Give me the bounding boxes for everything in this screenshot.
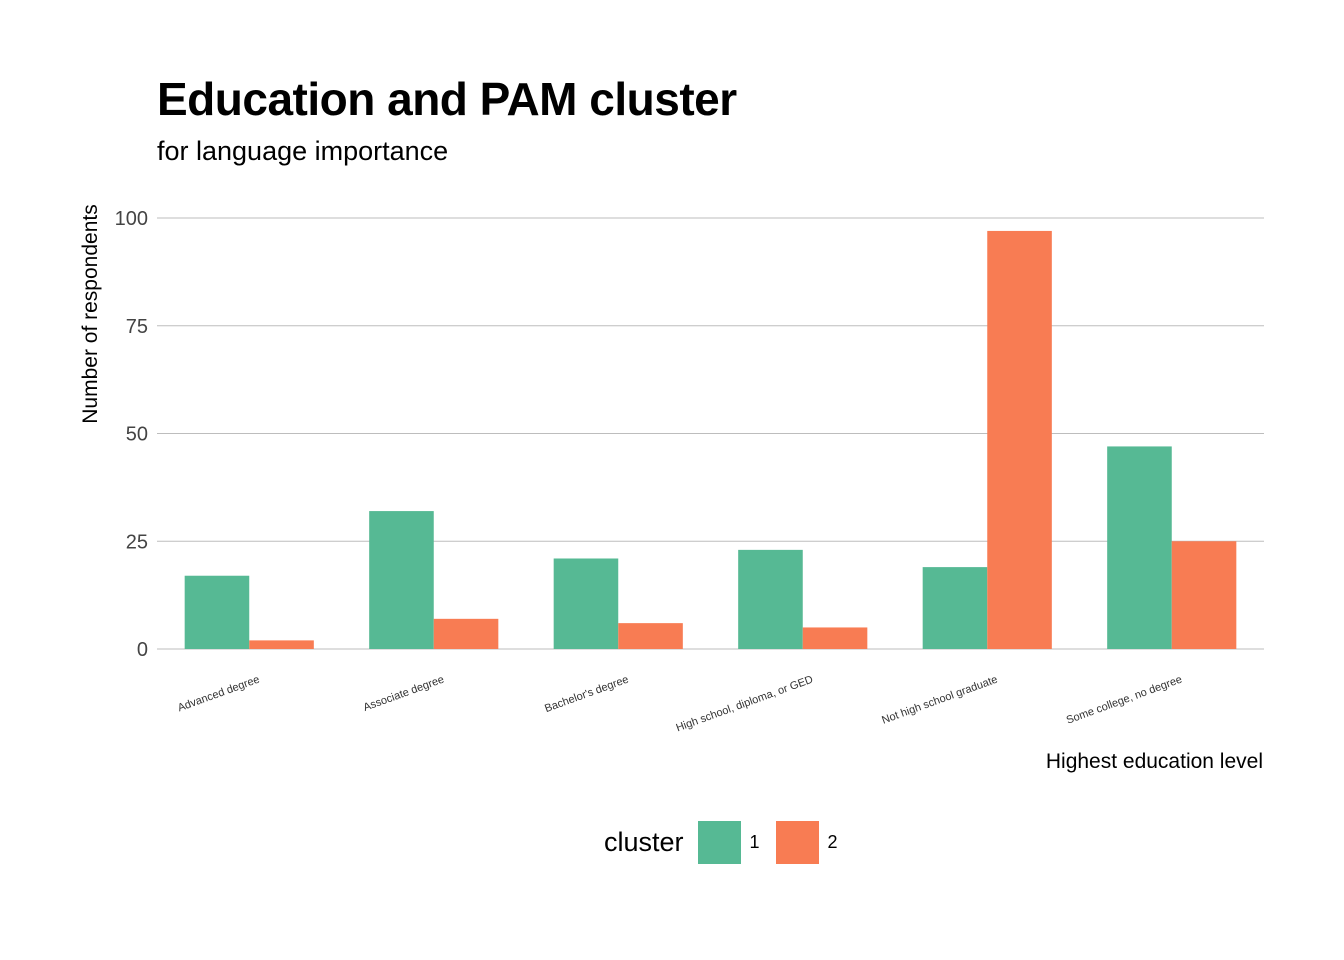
- x-tick-label: Some college, no degree: [1065, 674, 1184, 727]
- y-tick-label: 25: [126, 531, 148, 553]
- bar-cluster-2: [433, 618, 499, 649]
- chart-subtitle: for language importance: [157, 136, 449, 166]
- y-tick-label: 0: [137, 639, 148, 661]
- bar-cluster-2: [802, 627, 868, 649]
- y-tick-label: 50: [126, 424, 148, 446]
- x-tick-label: Associate degree: [362, 674, 446, 714]
- bar-cluster-2: [1171, 541, 1237, 649]
- legend-label-cluster-1: 1: [749, 831, 760, 852]
- x-tick-label: Advanced degree: [176, 674, 261, 715]
- bars: [184, 230, 1237, 649]
- x-axis-title: Highest education level: [1046, 750, 1263, 773]
- bar-cluster-2: [249, 640, 314, 649]
- x-tick-label: High school, diploma, or GED: [675, 674, 815, 735]
- y-axis-title: Number of respondents: [79, 204, 102, 423]
- x-tick-label: Not high school graduate: [880, 674, 999, 727]
- legend-title: cluster: [604, 826, 684, 857]
- y-tick-label: 75: [126, 316, 148, 338]
- bar-cluster-2: [618, 623, 683, 649]
- bar-cluster-1: [553, 558, 619, 649]
- legend-key-cluster-2: [775, 820, 819, 864]
- bar-cluster-1: [1107, 446, 1172, 649]
- bar-cluster-1: [738, 549, 803, 649]
- bar-cluster-1: [184, 575, 250, 649]
- grid-lines: [157, 217, 1264, 650]
- legend-label-cluster-2: 2: [827, 831, 838, 852]
- x-tick-labels: Advanced degree Associate degree Bachelor'…: [176, 674, 1184, 735]
- bar-cluster-2: [987, 230, 1052, 649]
- y-tick-label: 100: [115, 208, 148, 230]
- bar-cluster-1: [369, 511, 434, 649]
- legend-key-cluster-1: [697, 820, 741, 864]
- legend: cluster 1 2: [604, 820, 854, 864]
- chart-title: Education and PAM cluster: [157, 73, 737, 125]
- x-tick-label: Bachelor's degree: [543, 674, 630, 715]
- bar-cluster-1: [922, 567, 988, 649]
- y-tick-labels: 0 25 50 75 100: [115, 208, 148, 661]
